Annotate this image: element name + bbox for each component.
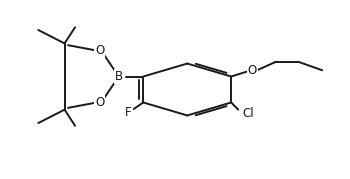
Text: O: O: [95, 96, 104, 109]
Text: Cl: Cl: [242, 107, 254, 120]
Text: O: O: [247, 64, 257, 77]
Text: B: B: [115, 70, 123, 83]
Text: F: F: [125, 106, 132, 119]
Text: O: O: [95, 44, 104, 57]
